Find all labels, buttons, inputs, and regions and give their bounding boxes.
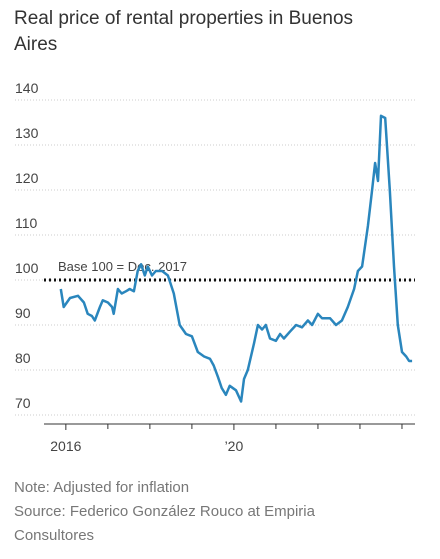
- y-tick-label: 140: [15, 80, 39, 96]
- y-tick-label: 120: [15, 170, 39, 186]
- chart-title: Aires: [14, 34, 57, 55]
- y-tick-label: 70: [15, 395, 31, 411]
- reference-label: Base 100 = Dec. 2017: [58, 259, 187, 274]
- y-tick-label: 110: [15, 215, 38, 231]
- y-tick-label: 130: [15, 125, 39, 141]
- x-tick-label: ’20: [225, 438, 244, 454]
- source: Source: Federico González Rouco at Empir…: [14, 503, 316, 520]
- chart-title: Real price of rental properties in Bueno…: [14, 8, 353, 29]
- note: Note: Adjusted for inflation: [14, 479, 189, 496]
- line: [59, 114, 413, 403]
- y-tick-label: 100: [15, 260, 39, 276]
- source: Consultores: [14, 527, 94, 544]
- y-tick-label: 90: [15, 305, 31, 321]
- x-tick-label: 2016: [50, 438, 81, 454]
- y-tick-label: 80: [15, 350, 31, 366]
